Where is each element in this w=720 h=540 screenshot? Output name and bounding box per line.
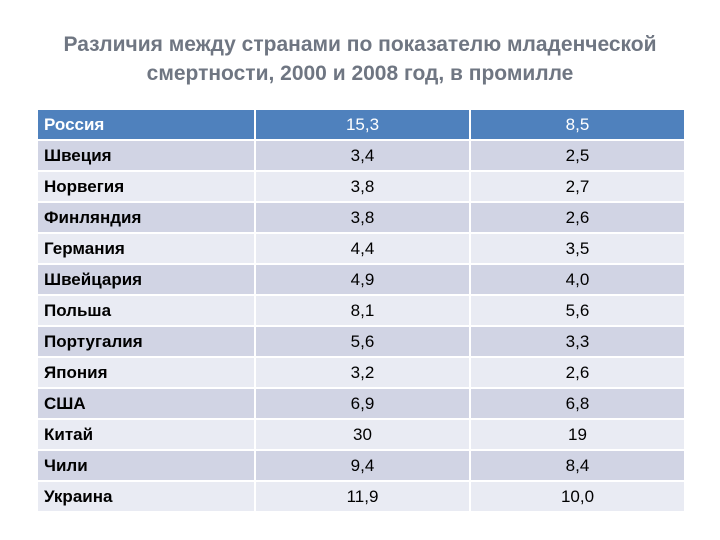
slide-title-line-1: Различия между странами по показателю мл… — [63, 33, 657, 56]
table-row: Швеция 3,4 2,5 — [38, 141, 684, 170]
country-cell: Германия — [38, 234, 254, 263]
value-2000-cell: 9,4 — [256, 451, 469, 480]
country-cell: США — [38, 389, 254, 418]
table-row: Германия 4,4 3,5 — [38, 234, 684, 263]
value-2008-cell: 2,7 — [471, 172, 684, 201]
value-2000-cell: 3,2 — [256, 358, 469, 387]
value-2008-cell: 5,6 — [471, 296, 684, 325]
table-row: США 6,9 6,8 — [38, 389, 684, 418]
value-2000-cell: 5,6 — [256, 327, 469, 356]
country-cell: Португалия — [38, 327, 254, 356]
value-2000-cell: 15,3 — [256, 110, 469, 139]
country-cell: Япония — [38, 358, 254, 387]
table-row-russia: Россия 15,3 8,5 — [38, 110, 684, 139]
value-2008-cell: 19 — [471, 420, 684, 449]
table-row: Япония 3,2 2,6 — [38, 358, 684, 387]
country-cell: Швеция — [38, 141, 254, 170]
slide-title-line-2: смертности, 2000 и 2008 год, в промилле — [146, 62, 574, 85]
value-2008-cell: 3,5 — [471, 234, 684, 263]
value-2000-cell: 3,8 — [256, 172, 469, 201]
value-2008-cell: 4,0 — [471, 265, 684, 294]
value-2008-cell: 8,4 — [471, 451, 684, 480]
table-row: Португалия 5,6 3,3 — [38, 327, 684, 356]
table-row: Польша 8,1 5,6 — [38, 296, 684, 325]
table-row: Украина 11,9 10,0 — [38, 482, 684, 511]
value-2008-cell: 3,3 — [471, 327, 684, 356]
value-2008-cell: 8,5 — [471, 110, 684, 139]
value-2008-cell: 2,6 — [471, 203, 684, 232]
table-row: Китай 30 19 — [38, 420, 684, 449]
table-row: Норвегия 3,8 2,7 — [38, 172, 684, 201]
country-cell: Чили — [38, 451, 254, 480]
value-2000-cell: 8,1 — [256, 296, 469, 325]
table-row: Финляндия 3,8 2,6 — [38, 203, 684, 232]
country-cell: Швейцария — [38, 265, 254, 294]
table-row: Швейцария 4,9 4,0 — [38, 265, 684, 294]
value-2008-cell: 6,8 — [471, 389, 684, 418]
value-2000-cell: 4,9 — [256, 265, 469, 294]
value-2000-cell: 4,4 — [256, 234, 469, 263]
value-2008-cell: 2,6 — [471, 358, 684, 387]
country-cell: Норвегия — [38, 172, 254, 201]
value-2000-cell: 11,9 — [256, 482, 469, 511]
country-cell: Польша — [38, 296, 254, 325]
slide-title: Различия между странами по показателю мл… — [40, 30, 680, 88]
value-2008-cell: 2,5 — [471, 141, 684, 170]
mortality-table: Россия 15,3 8,5 Швеция 3,4 2,5 Норвегия … — [36, 108, 686, 513]
country-cell: Китай — [38, 420, 254, 449]
value-2000-cell: 6,9 — [256, 389, 469, 418]
value-2000-cell: 30 — [256, 420, 469, 449]
country-cell: Украина — [38, 482, 254, 511]
value-2000-cell: 3,8 — [256, 203, 469, 232]
value-2008-cell: 10,0 — [471, 482, 684, 511]
table-row: Чили 9,4 8,4 — [38, 451, 684, 480]
value-2000-cell: 3,4 — [256, 141, 469, 170]
country-cell: Россия — [38, 110, 254, 139]
country-cell: Финляндия — [38, 203, 254, 232]
